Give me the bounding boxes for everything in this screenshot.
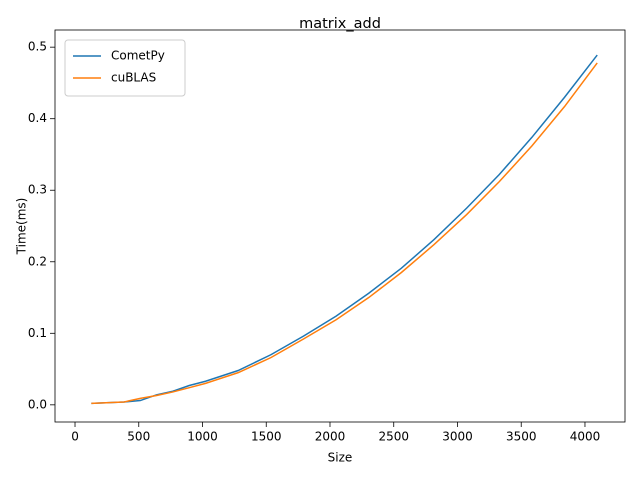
legend-label: cuBLAS: [111, 71, 156, 85]
legend: CometPy cuBLAS: [64, 39, 186, 97]
x-tick-label: 3500: [506, 430, 537, 444]
series-line: [91, 62, 598, 405]
x-tick-label: 500: [127, 430, 150, 444]
x-tick-label: 1500: [251, 430, 282, 444]
x-tick-label: 2500: [378, 430, 409, 444]
y-axis-label: Time(ms): [15, 198, 29, 256]
plot-frame: [54, 29, 626, 423]
x-axis-label: Size: [328, 451, 353, 465]
y-tick-label: 0.4: [28, 111, 47, 125]
x-tick-label: 1000: [187, 430, 218, 444]
y-tick-label: 0.2: [28, 254, 47, 268]
x-tick-label: 4000: [570, 430, 601, 444]
y-tick-label: 0.1: [28, 326, 47, 340]
x-tick-label: 0: [71, 430, 79, 444]
y-tick-label: 0.0: [28, 397, 47, 411]
x-tick-label: 3000: [442, 430, 473, 444]
y-tick-label: 0.5: [28, 40, 47, 54]
legend-label: CometPy: [111, 49, 165, 63]
chart-title: matrix_add: [299, 16, 381, 32]
y-tick-label: 0.3: [28, 183, 47, 197]
legend-box: [64, 39, 186, 97]
x-tick-label: 2000: [315, 430, 346, 444]
